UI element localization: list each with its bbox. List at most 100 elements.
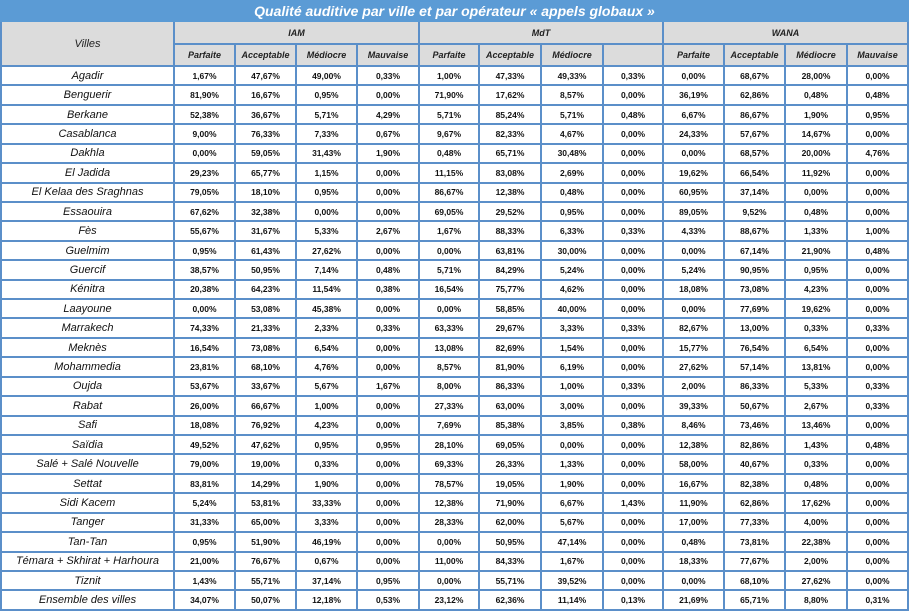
table-cell: 1,00% <box>542 377 604 398</box>
table-cell: 16,67% <box>236 86 297 106</box>
table-cell: 83,81% <box>175 474 236 495</box>
table-cell: 1,67% <box>358 377 420 398</box>
table-cell: 0,00% <box>297 202 358 223</box>
table-cell: 9,52% <box>725 202 786 223</box>
table-cell: 3,33% <box>297 513 358 534</box>
table-cell: 55,71% <box>236 571 297 592</box>
table-cell: 60,95% <box>664 183 725 203</box>
table-cell: 4,23% <box>297 416 358 437</box>
column-header: Acceptable <box>236 45 297 67</box>
row-label-ville: Tan-Tan <box>0 533 175 553</box>
table-cell: 53,67% <box>175 377 236 398</box>
table-cell: 20,38% <box>175 280 236 301</box>
table-cell: 18,08% <box>175 416 236 437</box>
table-cell: 12,38% <box>480 183 542 203</box>
table-cell: 0,00% <box>604 513 664 534</box>
table-cell: 0,00% <box>848 513 909 534</box>
table-cell: 0,48% <box>358 261 420 281</box>
table-cell: 39,52% <box>542 571 604 592</box>
table-cell: 5,67% <box>542 513 604 534</box>
table-cell: 0,31% <box>848 591 909 611</box>
column-header: Acceptable <box>725 45 786 67</box>
table-cell: 5,24% <box>542 261 604 281</box>
table-cell: 0,00% <box>848 571 909 592</box>
table-cell: 17,00% <box>664 513 725 534</box>
table-cell: 85,24% <box>480 105 542 126</box>
table-cell: 0,00% <box>358 183 420 203</box>
table-cell: 0,00% <box>358 241 420 262</box>
table-cell: 0,00% <box>604 300 664 320</box>
table-cell: 47,33% <box>480 67 542 87</box>
table-cell: 0,33% <box>848 377 909 398</box>
table-cell: 81,90% <box>175 86 236 106</box>
column-header: Médiocre <box>542 45 604 67</box>
table-cell: 76,67% <box>236 552 297 572</box>
table-cell: 17,62% <box>786 494 848 514</box>
table-cell: 4,67% <box>542 125 604 145</box>
table-cell: 13,00% <box>725 319 786 339</box>
table-cell: 7,69% <box>420 416 480 437</box>
table-cell: 73,08% <box>236 338 297 359</box>
table-cell: 82,69% <box>480 338 542 359</box>
table-cell: 76,92% <box>236 416 297 437</box>
table-cell: 0,48% <box>848 241 909 262</box>
table-cell: 57,67% <box>725 125 786 145</box>
table-cell: 86,67% <box>420 183 480 203</box>
table-cell: 0,00% <box>848 455 909 475</box>
operator-header-mdt: MdT <box>420 22 664 45</box>
table-cell: 6,67% <box>542 494 604 514</box>
table-cell: 1,54% <box>542 338 604 359</box>
table-cell: 47,67% <box>236 67 297 87</box>
table-cell: 0,00% <box>604 455 664 475</box>
table-cell: 0,00% <box>604 533 664 553</box>
table-cell: 0,00% <box>604 261 664 281</box>
table-cell: 14,29% <box>236 474 297 495</box>
table-cell: 0,00% <box>848 474 909 495</box>
table-cell: 21,69% <box>664 591 725 611</box>
table-cell: 63,00% <box>480 397 542 417</box>
table-cell: 0,00% <box>848 494 909 514</box>
table-cell: 1,43% <box>175 571 236 592</box>
table-cell: 68,10% <box>725 571 786 592</box>
table-cell: 0,00% <box>848 183 909 203</box>
table-cell: 62,86% <box>725 86 786 106</box>
table-cell: 4,76% <box>297 358 358 378</box>
table-cell: 21,00% <box>175 552 236 572</box>
table-cell: 79,05% <box>175 183 236 203</box>
table-cell: 52,38% <box>175 105 236 126</box>
table-cell: 29,52% <box>480 202 542 223</box>
table-cell: 19,05% <box>480 474 542 495</box>
table-cell: 15,77% <box>664 338 725 359</box>
table-cell: 69,05% <box>420 202 480 223</box>
table-cell: 18,33% <box>664 552 725 572</box>
table-cell: 1,00% <box>297 397 358 417</box>
table-cell: 27,33% <box>420 397 480 417</box>
table-cell: 31,43% <box>297 144 358 165</box>
table-cell: 0,33% <box>848 319 909 339</box>
table-cell: 0,00% <box>604 241 664 262</box>
table-cell: 11,92% <box>786 164 848 184</box>
table-cell: 1,67% <box>175 67 236 87</box>
table-cell: 88,67% <box>725 222 786 242</box>
table-cell: 45,38% <box>297 300 358 320</box>
table-cell: 1,15% <box>297 164 358 184</box>
table-cell: 0,48% <box>786 86 848 106</box>
table-cell: 8,57% <box>420 358 480 378</box>
table-cell: 8,46% <box>664 416 725 437</box>
table-cell: 16,67% <box>664 474 725 495</box>
table-cell: 12,18% <box>297 591 358 611</box>
table-cell: 0,00% <box>604 436 664 456</box>
table-cell: 88,33% <box>480 222 542 242</box>
table-cell: 3,00% <box>542 397 604 417</box>
table-cell: 0,95% <box>542 202 604 223</box>
table-cell: 0,00% <box>664 300 725 320</box>
table-cell: 37,14% <box>725 183 786 203</box>
table-cell: 62,36% <box>480 591 542 611</box>
table-cell: 5,71% <box>297 105 358 126</box>
table-cell: 11,54% <box>297 280 358 301</box>
row-label-ville: Safi <box>0 416 175 437</box>
table-cell: 0,00% <box>664 144 725 165</box>
table-cell: 86,33% <box>480 377 542 398</box>
table-cell: 0,00% <box>848 552 909 572</box>
table-cell: 59,05% <box>236 144 297 165</box>
